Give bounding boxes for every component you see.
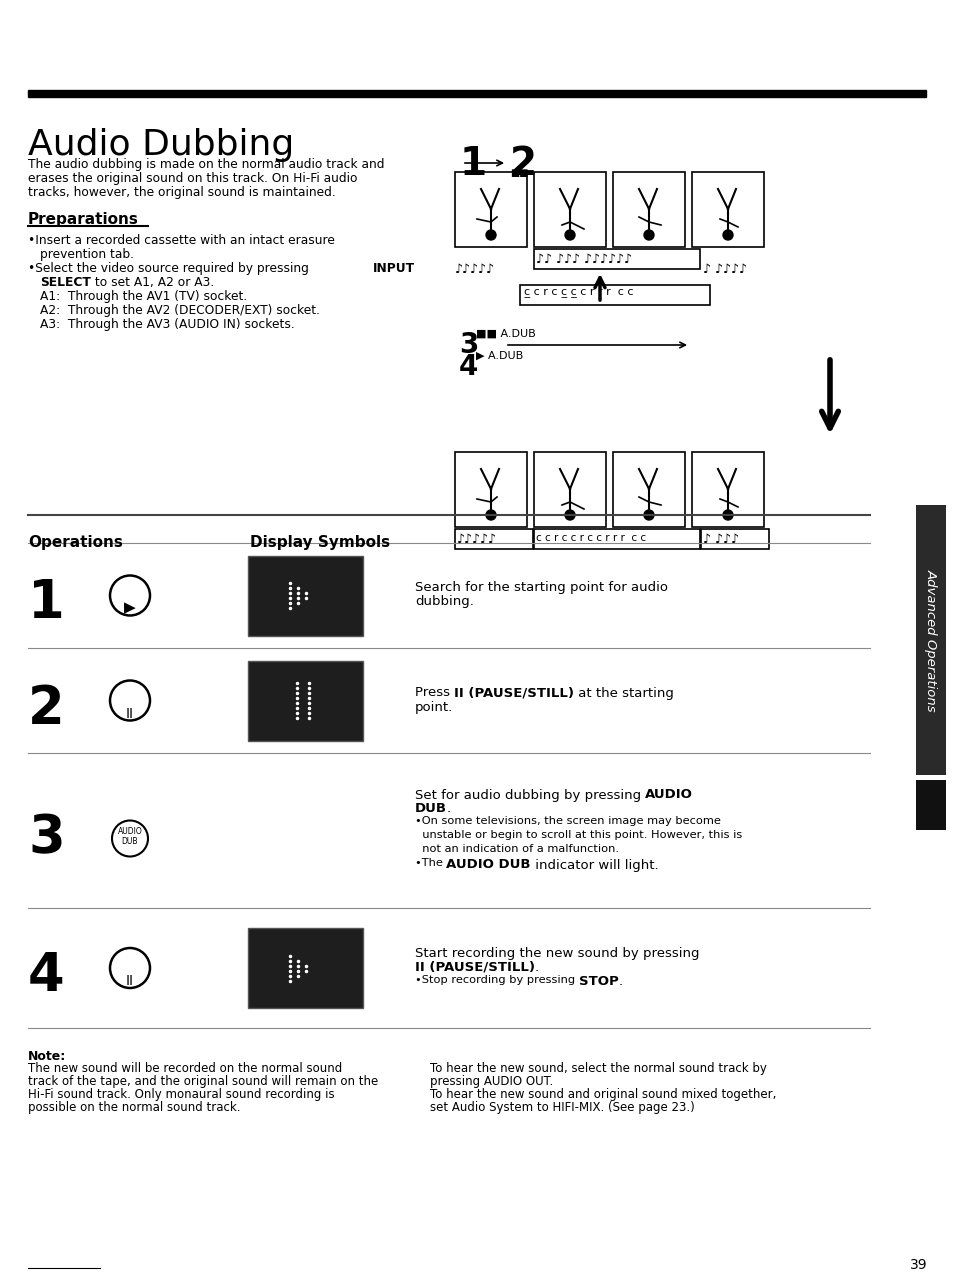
Text: unstable or begin to scroll at this point. However, this is: unstable or begin to scroll at this poin… bbox=[415, 830, 741, 840]
Text: Preparations: Preparations bbox=[28, 212, 139, 226]
Bar bbox=[534, 451, 605, 527]
Text: II (PAUSE/STILL): II (PAUSE/STILL) bbox=[454, 687, 574, 700]
Bar bbox=[248, 660, 363, 741]
Bar bbox=[691, 451, 763, 527]
Text: Audio Dubbing: Audio Dubbing bbox=[28, 128, 294, 162]
Text: SELECT: SELECT bbox=[40, 276, 91, 289]
Text: •Stop recording by pressing: •Stop recording by pressing bbox=[415, 975, 578, 985]
Text: 39: 39 bbox=[909, 1259, 926, 1273]
Text: •Select the video source required by pressing: •Select the video source required by pre… bbox=[28, 262, 313, 275]
Text: DUB: DUB bbox=[415, 802, 447, 816]
Text: to set A1, A2 or A3.: to set A1, A2 or A3. bbox=[91, 276, 213, 289]
Text: ■■: ■■ bbox=[510, 168, 528, 178]
Text: possible on the normal sound track.: possible on the normal sound track. bbox=[28, 1101, 240, 1114]
Text: 1: 1 bbox=[459, 145, 487, 183]
Text: point.: point. bbox=[415, 701, 453, 714]
Text: Hi-Fi sound track. Only monaural sound recording is: Hi-Fi sound track. Only monaural sound r… bbox=[28, 1088, 335, 1101]
Circle shape bbox=[485, 230, 496, 240]
Text: Press: Press bbox=[415, 687, 454, 700]
Text: II: II bbox=[126, 975, 133, 987]
Text: A3:  Through the AV3 (AUDIO IN) sockets.: A3: Through the AV3 (AUDIO IN) sockets. bbox=[40, 318, 294, 331]
Text: ♪ ♪♪♪♪: ♪ ♪♪♪♪ bbox=[702, 263, 746, 276]
Bar bbox=[519, 285, 709, 304]
Text: ♪ ♪♪♪: ♪ ♪♪♪ bbox=[702, 533, 739, 546]
Text: 3: 3 bbox=[458, 331, 477, 359]
Text: Search for the starting point for audio: Search for the starting point for audio bbox=[415, 582, 667, 595]
Text: II: II bbox=[126, 706, 133, 720]
Bar bbox=[248, 929, 363, 1008]
Bar bbox=[915, 780, 945, 830]
Text: c c r c c r c c r r r  c c: c c r c c r c c r r r c c bbox=[536, 533, 645, 544]
Text: •On some televisions, the screen image may become: •On some televisions, the screen image m… bbox=[415, 816, 720, 826]
Text: Operations: Operations bbox=[28, 535, 123, 550]
Circle shape bbox=[564, 230, 575, 240]
Bar bbox=[700, 530, 768, 549]
Text: 2: 2 bbox=[510, 145, 537, 183]
Text: Display Symbols: Display Symbols bbox=[250, 535, 390, 550]
Circle shape bbox=[643, 230, 654, 240]
Bar bbox=[613, 451, 684, 527]
Text: .: . bbox=[447, 802, 451, 816]
Text: set Audio System to HIFI-MIX. (See page 23.): set Audio System to HIFI-MIX. (See page … bbox=[430, 1101, 694, 1114]
Text: Advanced Operations: Advanced Operations bbox=[923, 569, 937, 711]
Text: INPUT: INPUT bbox=[372, 262, 415, 275]
Text: II (PAUSE/STILL): II (PAUSE/STILL) bbox=[415, 961, 535, 975]
Circle shape bbox=[564, 510, 575, 521]
Text: at the starting: at the starting bbox=[574, 687, 674, 700]
Circle shape bbox=[722, 230, 732, 240]
Text: 3: 3 bbox=[28, 812, 65, 865]
Text: AUDIO DUB: AUDIO DUB bbox=[446, 858, 531, 871]
Text: DUB: DUB bbox=[122, 836, 138, 845]
Text: A2:  Through the AV2 (DECODER/EXT) socket.: A2: Through the AV2 (DECODER/EXT) socket… bbox=[40, 304, 319, 317]
Text: ♪♪♪♪♪: ♪♪♪♪♪ bbox=[456, 533, 497, 546]
Bar bbox=[455, 451, 526, 527]
Bar bbox=[248, 555, 363, 636]
Text: c̲ c r c c̲ c̲ c r r r  c c: c̲ c r c c̲ c̲ c r r r c c bbox=[523, 288, 633, 298]
Text: .: . bbox=[535, 961, 538, 975]
Text: •The: •The bbox=[415, 858, 446, 868]
Text: dubbing.: dubbing. bbox=[415, 596, 474, 609]
Circle shape bbox=[722, 510, 732, 521]
Text: prevention tab.: prevention tab. bbox=[40, 248, 133, 261]
Circle shape bbox=[485, 510, 496, 521]
Text: 2: 2 bbox=[28, 683, 65, 734]
Text: 4: 4 bbox=[28, 950, 65, 1001]
Text: ♪♪♪♪♪: ♪♪♪♪♪ bbox=[455, 263, 495, 276]
Text: The new sound will be recorded on the normal sound: The new sound will be recorded on the no… bbox=[28, 1062, 342, 1076]
Circle shape bbox=[643, 510, 654, 521]
Text: Start recording the new sound by pressing: Start recording the new sound by pressin… bbox=[415, 946, 699, 961]
Text: The audio dubbing is made on the normal audio track and: The audio dubbing is made on the normal … bbox=[28, 159, 384, 171]
Text: .: . bbox=[618, 975, 622, 987]
Bar bbox=[534, 530, 700, 549]
Text: tracks, however, the original sound is maintained.: tracks, however, the original sound is m… bbox=[28, 185, 335, 200]
Bar bbox=[534, 171, 605, 247]
Bar bbox=[915, 505, 945, 775]
Text: ■■ A.DUB: ■■ A.DUB bbox=[476, 329, 536, 339]
Text: •Insert a recorded cassette with an intact erasure: •Insert a recorded cassette with an inta… bbox=[28, 234, 335, 247]
Text: erases the original sound on this track. On Hi-Fi audio: erases the original sound on this track.… bbox=[28, 171, 357, 185]
Text: track of the tape, and the original sound will remain on the: track of the tape, and the original soun… bbox=[28, 1076, 377, 1088]
Text: A1:  Through the AV1 (TV) socket.: A1: Through the AV1 (TV) socket. bbox=[40, 290, 247, 303]
Text: STOP: STOP bbox=[578, 975, 618, 987]
Text: To hear the new sound and original sound mixed together,: To hear the new sound and original sound… bbox=[430, 1088, 776, 1101]
Text: ▶: ▶ bbox=[124, 601, 135, 615]
Text: ▶ A.DUB: ▶ A.DUB bbox=[476, 350, 522, 361]
Text: 4: 4 bbox=[458, 353, 477, 381]
Text: Set for audio dubbing by pressing: Set for audio dubbing by pressing bbox=[415, 788, 644, 802]
Bar bbox=[691, 171, 763, 247]
Text: To hear the new sound, select the normal sound track by: To hear the new sound, select the normal… bbox=[430, 1062, 766, 1076]
Text: Note:: Note: bbox=[28, 1050, 66, 1063]
Bar bbox=[455, 171, 526, 247]
Text: not an indication of a malfunction.: not an indication of a malfunction. bbox=[415, 844, 618, 854]
Bar bbox=[455, 530, 533, 549]
Bar bbox=[613, 171, 684, 247]
Text: 1: 1 bbox=[28, 578, 65, 629]
Bar bbox=[534, 249, 700, 269]
Text: indicator will light.: indicator will light. bbox=[531, 858, 658, 871]
Text: ♪♪ ♪♪♪ ♪♪♪♪♪♪: ♪♪ ♪♪♪ ♪♪♪♪♪♪ bbox=[536, 253, 631, 266]
Text: AUDIO: AUDIO bbox=[117, 826, 142, 835]
Text: AUDIO: AUDIO bbox=[644, 788, 693, 802]
Text: pressing AUDIO OUT.: pressing AUDIO OUT. bbox=[430, 1076, 553, 1088]
Bar bbox=[28, 90, 925, 97]
